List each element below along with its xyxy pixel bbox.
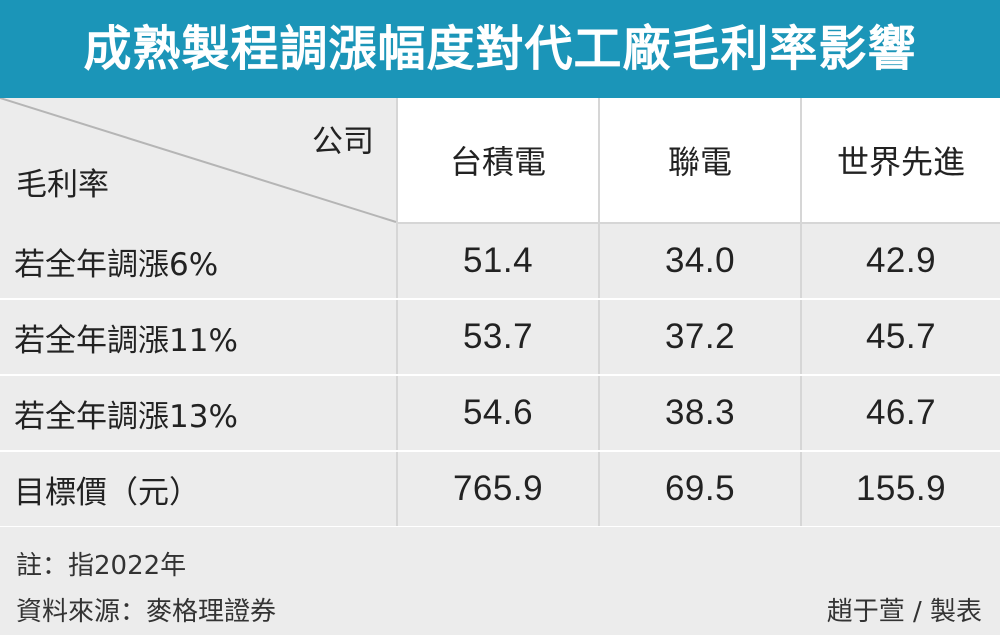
title-bar: 成熟製程調漲幅度對代工廠毛利率影響 — [0, 0, 1000, 98]
value-cell: 765.9 — [398, 452, 600, 526]
corner-header-cell: 公司 毛利率 — [0, 98, 398, 224]
value-umc: 34.0 — [664, 241, 736, 280]
column-header-umc: 聯電 — [600, 98, 802, 224]
value-vis: 45.7 — [865, 317, 937, 356]
value-umc: 37.2 — [664, 317, 736, 356]
value-tsmc: 53.7 — [462, 317, 534, 356]
diagonal-divider — [0, 98, 397, 223]
value-vis: 42.9 — [865, 241, 937, 280]
row-label: 若全年調漲11% — [0, 300, 398, 374]
footnote: 註：指2022年 — [16, 551, 187, 581]
row-label-text: 若全年調漲11% — [14, 322, 238, 359]
row-axis-label: 毛利率 — [16, 167, 109, 203]
row-label-text: 若全年調漲13% — [14, 398, 238, 435]
value-tsmc: 54.6 — [462, 393, 534, 432]
table-row: 若全年調漲6% 51.4 34.0 42.9 — [0, 224, 1000, 300]
column-axis-label: 公司 — [312, 124, 374, 160]
value-cell: 42.9 — [802, 224, 1000, 298]
table-row: 目標價（元） 765.9 69.5 155.9 — [0, 452, 1000, 528]
credit-note: 趙于萱 / 製表 — [826, 597, 982, 627]
value-tsmc: 51.4 — [462, 241, 534, 280]
value-cell: 45.7 — [802, 300, 1000, 374]
value-vis: 155.9 — [855, 469, 947, 508]
source-note: 資料來源：麥格理證券 — [16, 597, 277, 627]
footer: 註：指2022年 資料來源：麥格理證券 趙于萱 / 製表 — [0, 527, 1000, 635]
table-row: 若全年調漲11% 53.7 37.2 45.7 — [0, 300, 1000, 376]
table-header-row: 公司 毛利率 台積電 聯電 世界先進 — [0, 98, 1000, 224]
value-cell: 53.7 — [398, 300, 600, 374]
chart-title: 成熟製程調漲幅度對代工廠毛利率影響 — [83, 21, 917, 77]
row-label: 目標價（元） — [0, 452, 398, 526]
value-cell: 46.7 — [802, 376, 1000, 450]
value-cell: 38.3 — [600, 376, 802, 450]
row-label-text: 目標價（元） — [14, 474, 200, 511]
value-vis: 46.7 — [865, 393, 937, 432]
value-umc: 69.5 — [664, 469, 736, 508]
row-label-text: 若全年調漲6% — [14, 246, 219, 283]
value-cell: 54.6 — [398, 376, 600, 450]
value-cell: 37.2 — [600, 300, 802, 374]
column-header-vis: 世界先進 — [802, 98, 1000, 224]
data-table: 公司 毛利率 台積電 聯電 世界先進 若全年調漲6% 51.4 34.0 42.… — [0, 98, 1000, 528]
row-label: 若全年調漲6% — [0, 224, 398, 298]
value-cell: 155.9 — [802, 452, 1000, 526]
value-cell: 51.4 — [398, 224, 600, 298]
value-umc: 38.3 — [664, 393, 736, 432]
value-cell: 69.5 — [600, 452, 802, 526]
column-header-tsmc: 台積電 — [398, 98, 600, 224]
row-label: 若全年調漲13% — [0, 376, 398, 450]
value-cell: 34.0 — [600, 224, 802, 298]
value-tsmc: 765.9 — [452, 469, 544, 508]
table-row: 若全年調漲13% 54.6 38.3 46.7 — [0, 376, 1000, 452]
